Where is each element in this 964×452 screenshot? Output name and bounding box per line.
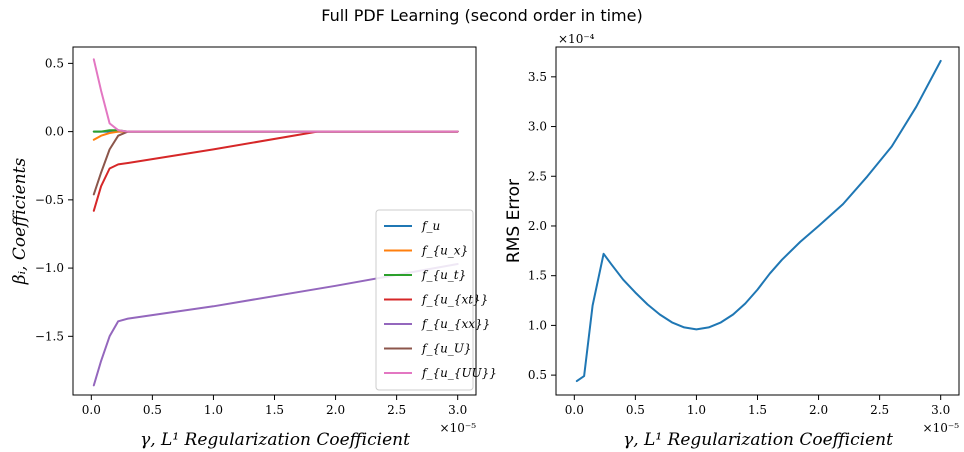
coefficients-series-line-4 [92, 263, 459, 387]
rms-error-x-tick-label: 0.5 [626, 403, 645, 417]
coefficients-y-tick-label: 0.0 [45, 125, 64, 139]
rms-error-x-axis-label: γ, L¹ Regularization Coefficient [623, 430, 893, 450]
rms-error-axes-frame [555, 46, 960, 396]
legend-label: f_{u_U} [421, 342, 472, 356]
rms-error-y-tick-label: 3.0 [528, 120, 547, 134]
coefficients-y-axis-label: βᵢ, Coefficients [10, 158, 30, 286]
rms-error-y-tick-label: 2.5 [528, 169, 547, 183]
rms-error-x-tick-label: 1.0 [687, 403, 706, 417]
coefficients-y-tick-label: −0.5 [35, 193, 64, 207]
coefficients-x-tick-label: 2.5 [387, 403, 406, 417]
coefficients-x-tick-label: 1.5 [265, 403, 284, 417]
rms-error-y-axis-label: RMS Error [504, 179, 524, 263]
rms-error-y-multiplier: ×10⁻⁴ [558, 32, 595, 46]
coefficients-series-line-6 [92, 58, 459, 133]
legend-label: f_{u_{UU}} [421, 366, 497, 380]
coefficients-x-multiplier: ×10⁻⁵ [440, 421, 477, 435]
coefficients-axes-frame [72, 46, 477, 396]
rms-error-x-tick-label: 0.0 [565, 403, 584, 417]
coefficients-x-tick-label: 1.0 [204, 403, 223, 417]
legend-frame [375, 209, 474, 391]
rms-error-plot-area: 0.0 0.5 1.0 1.5 2.0 2.5 3.0 3.5 3.0 2.5 2.0 1.5 1.0 0… [528, 59, 950, 417]
coefficients-plot-area: 0.0 0.5 1.0 1.5 2.0 2.5 3.0 0.5 0.0 −0.5 −1.0 −1.5 f… [35, 56, 497, 417]
rms-error-y-tick-label: 2.0 [528, 219, 547, 233]
rms-error-x-multiplier: ×10⁻⁵ [923, 421, 960, 435]
rms-error-x-tick-label: 1.5 [748, 403, 767, 417]
figure-title: Full PDF Learning (second order in time) [321, 6, 642, 25]
rms-error-x-tick-label: 2.0 [809, 403, 828, 417]
coefficients-y-tick-label: −1.0 [35, 261, 64, 275]
coefficients-series-line-5 [92, 130, 459, 196]
coefficients-y-tick-label: 0.5 [45, 56, 64, 70]
rms-error-x-tick-label: 3.0 [931, 403, 950, 417]
coefficients-series-line-3 [92, 130, 459, 212]
coefficients-chart: 0.0 0.5 1.0 1.5 2.0 2.5 3.0 0.5 0.0 −0.5 −1.0 −1.5 f… [10, 46, 497, 450]
coefficients-x-tick-label: 3.0 [448, 403, 467, 417]
coefficients-x-tick-label: 0.5 [143, 403, 162, 417]
rms-error-x-tick-label: 2.5 [870, 403, 889, 417]
coefficients-x-axis-label: γ, L¹ Regularization Coefficient [140, 430, 410, 450]
legend-label: f_u [421, 219, 440, 233]
rms-error-y-tick-label: 1.5 [528, 269, 547, 283]
legend-label: f_{u_{xx}} [421, 317, 490, 331]
rms-error-y-tick-label: 0.5 [528, 368, 547, 382]
legend: f_u f_{u_x} f_{u_t} f_{u_{xt}} f_{u_{xx}} f_{… [375, 209, 497, 391]
rms-error-y-tick-label: 1.0 [528, 318, 547, 332]
rms-error-chart: 0.0 0.5 1.0 1.5 2.0 2.5 3.0 3.5 3.0 2.5 2.0 1.5 1.0 0… [504, 32, 960, 450]
rms-error-y-tick-label: 3.5 [528, 70, 547, 84]
coefficients-x-tick-label: 2.0 [326, 403, 345, 417]
coefficients-x-tick-label: 0.0 [82, 403, 101, 417]
legend-label: f_{u_t} [421, 268, 466, 282]
rms-error-series-line-0 [575, 59, 942, 383]
coefficients-y-tick-label: −1.5 [35, 329, 64, 343]
legend-label: f_{u_{xt}} [421, 293, 488, 307]
legend-label: f_{u_x} [421, 244, 468, 258]
